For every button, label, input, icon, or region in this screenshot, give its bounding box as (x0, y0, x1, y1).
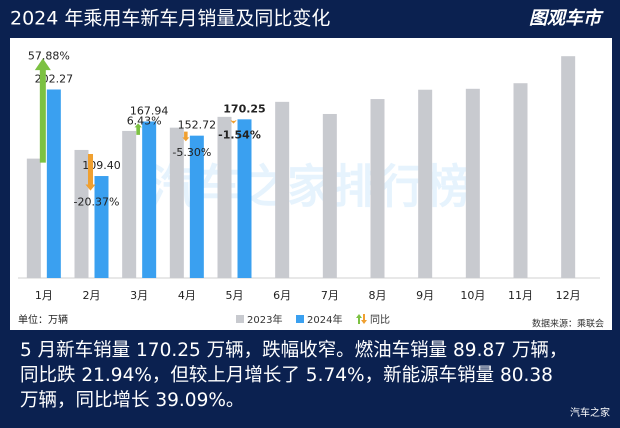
yoy-arrow (34, 58, 51, 163)
caption-line: 5 月新车销量 170.25 万辆，跌幅收窄。燃油车销量 89.87 万辆， (20, 340, 567, 361)
unit-note: 单位：万辆 (18, 313, 68, 326)
caption-line: 万辆，同比增长 39.09%。 (20, 390, 244, 411)
legend-swatch (361, 314, 367, 324)
bar-2023 (26, 158, 41, 278)
x-tick-label: 12月 (556, 289, 581, 302)
data-label: 170.25 (223, 102, 265, 115)
bar-2023 (74, 149, 89, 278)
data-label: 152.72 (178, 119, 217, 132)
bar-2023 (322, 113, 337, 278)
bar-2023 (217, 116, 232, 278)
bar-2023 (513, 83, 528, 278)
yoy-arrow (134, 123, 142, 135)
data-label: 167.94 (130, 104, 169, 117)
bar-2024 (46, 89, 61, 278)
yoy-label: 6.43% (127, 114, 162, 127)
x-tick-label: 4月 (178, 289, 196, 302)
bar-2023 (418, 89, 433, 279)
bar-2023 (465, 88, 480, 278)
x-tick-label: 3月 (130, 289, 148, 302)
yoy-arrow (182, 131, 190, 142)
title: 2024 年乘用车新车月销量及同比变化 (10, 8, 330, 30)
bar-2023 (122, 130, 137, 278)
source: 数据来源：乘联会 (532, 318, 604, 330)
yoy-arrow (85, 153, 96, 191)
x-tick-label: 10月 (460, 289, 485, 302)
bar-2023 (169, 127, 184, 279)
yoy-label: 57.88% (28, 49, 70, 62)
yoy-label: -1.54% (218, 129, 261, 142)
legend-swatch (356, 314, 362, 324)
bar-2024 (237, 119, 252, 279)
yoy-arrow (230, 120, 237, 124)
x-tick-label: 8月 (369, 289, 387, 302)
yoy-label: -5.30% (172, 146, 211, 159)
x-tick-label: 6月 (273, 289, 291, 302)
legend-label: 2023年 (247, 313, 282, 326)
x-tick-label: 11月 (508, 289, 533, 302)
x-tick-label: 5月 (226, 289, 244, 302)
logo: 图观车市 (529, 8, 604, 29)
bar-2024 (189, 135, 204, 278)
bar-2023 (561, 56, 576, 279)
bar-2024 (94, 176, 109, 278)
caption-line: 同比跌 21.94%，但较上月增长了 5.74%，新能源车销量 80.38 (20, 365, 553, 386)
x-tick-label: 2月 (83, 289, 101, 302)
x-tick-label: 1月 (35, 289, 53, 302)
x-tick-label: 9月 (416, 289, 434, 302)
bar-2024 (142, 121, 157, 278)
legend-swatch (296, 315, 304, 323)
legend-label: 同比 (370, 314, 390, 326)
footer-logo: 汽车之家 (570, 406, 610, 419)
legend-label: 2024年 (307, 313, 342, 326)
x-tick-label: 7月 (321, 289, 339, 302)
chart-panel (10, 38, 612, 330)
bar-2023 (275, 101, 290, 279)
bar-2023 (370, 99, 385, 278)
yoy-label: -20.37% (74, 196, 120, 209)
legend-swatch (236, 315, 244, 323)
